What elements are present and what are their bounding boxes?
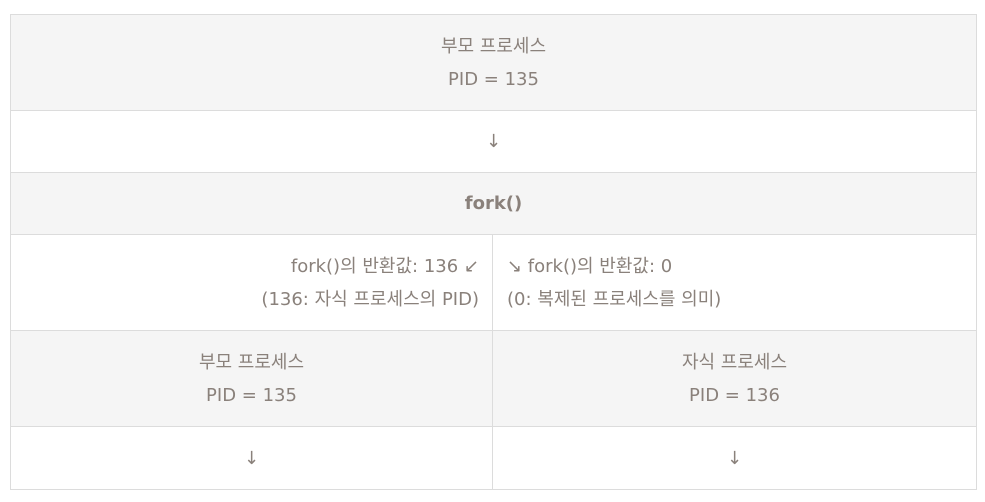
parent-process-title: 부모 프로세스 — [198, 351, 305, 373]
parent-process-pid: PID = 135 — [206, 384, 297, 406]
row-arrow-2: ↓ ↓ — [10, 426, 977, 490]
row-return-values: fork()의 반환값: 136 ↙ (136: 자식 프로세스의 PID) ↘… — [10, 234, 977, 331]
row-fork: fork() — [10, 172, 977, 235]
parent-start-pid: PID = 135 — [448, 68, 539, 90]
child-down-arrow-icon: ↓ — [726, 447, 743, 469]
child-return-value: ↘ fork()의 반환값: 0 — [507, 255, 673, 277]
parent-down-arrow-icon: ↓ — [243, 447, 260, 469]
arrow-down-cell: ↓ — [10, 110, 977, 173]
child-return-note: (0: 복제된 프로세스를 의미) — [507, 288, 722, 310]
child-process-title: 자식 프로세스 — [681, 351, 788, 373]
fork-call-label: fork() — [464, 193, 523, 214]
row-processes: 부모 프로세스 PID = 135 자식 프로세스 PID = 136 — [10, 330, 977, 427]
child-process-pid: PID = 136 — [689, 384, 780, 406]
parent-return-value: fork()의 반환값: 136 ↙ — [290, 255, 479, 277]
child-process-cell: 자식 프로세스 PID = 136 — [492, 330, 977, 427]
fork-diagram-table: 부모 프로세스 PID = 135 ↓ fork() fork()의 반환값: … — [10, 14, 977, 490]
parent-arrow-cell: ↓ — [10, 426, 493, 490]
row-parent-start: 부모 프로세스 PID = 135 — [10, 14, 977, 111]
child-arrow-cell: ↓ — [492, 426, 977, 490]
parent-return-cell: fork()의 반환값: 136 ↙ (136: 자식 프로세스의 PID) — [10, 234, 493, 331]
parent-start-cell: 부모 프로세스 PID = 135 — [10, 14, 977, 111]
row-arrow-1: ↓ — [10, 110, 977, 173]
down-arrow-icon: ↓ — [485, 131, 502, 152]
fork-call-cell: fork() — [10, 172, 977, 235]
parent-start-title: 부모 프로세스 — [440, 35, 547, 57]
child-return-cell: ↘ fork()의 반환값: 0 (0: 복제된 프로세스를 의미) — [492, 234, 977, 331]
parent-return-note: (136: 자식 프로세스의 PID) — [261, 288, 479, 310]
parent-process-cell: 부모 프로세스 PID = 135 — [10, 330, 493, 427]
